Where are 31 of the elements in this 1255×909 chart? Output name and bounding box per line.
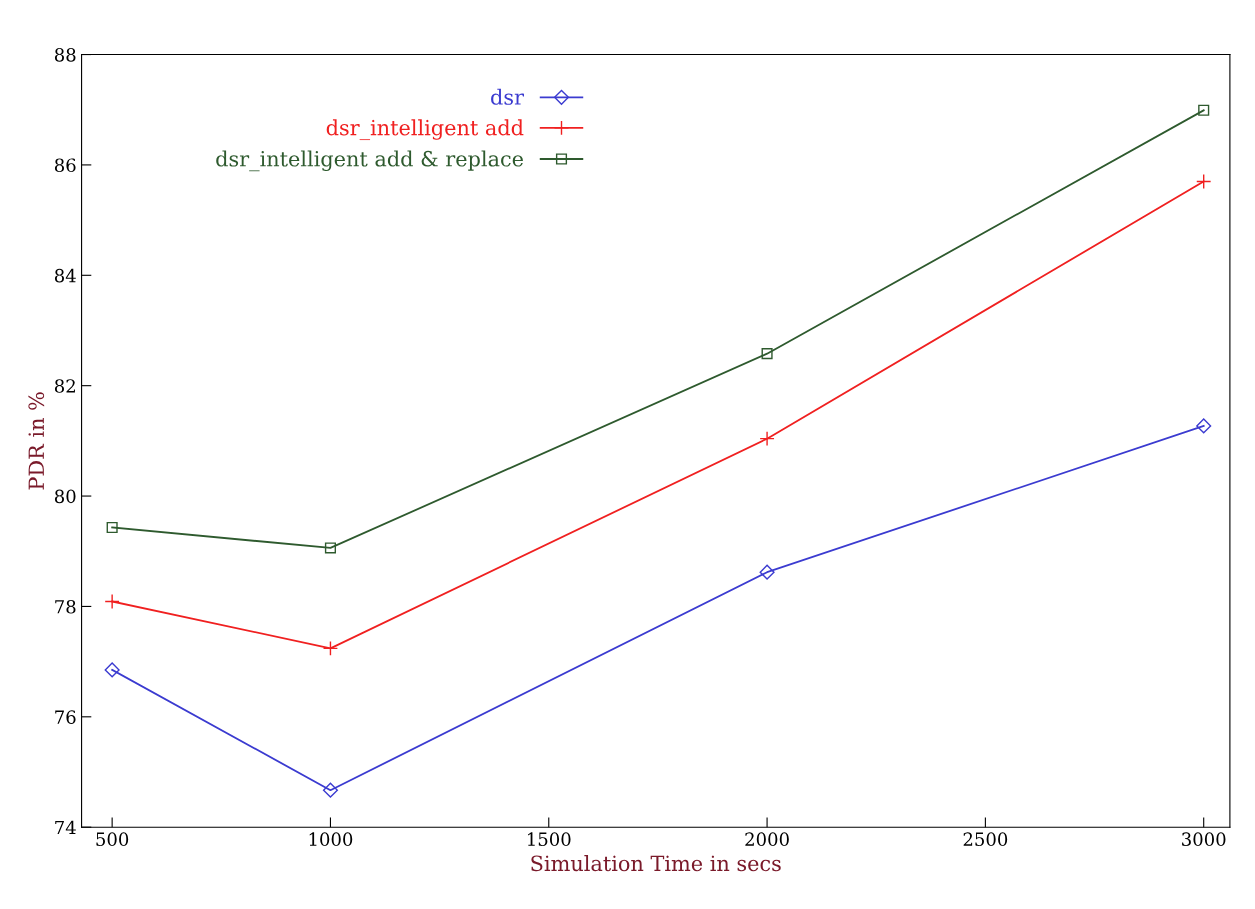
- y-tick-label: 74: [55, 820, 76, 835]
- x-tick-label: 1000: [309, 832, 353, 847]
- point: [106, 521, 118, 534]
- y-axis-title: PDR in %: [28, 392, 45, 490]
- y-tick-label: 78: [55, 599, 76, 614]
- point: [104, 593, 120, 610]
- y-tick-label: 88: [54, 48, 76, 62]
- y-tick-label: 82: [54, 379, 75, 393]
- y-tick-label: 84: [54, 268, 76, 283]
- point: [761, 348, 773, 360]
- x-tick-label: 3000: [1182, 832, 1226, 847]
- point: [1198, 104, 1210, 116]
- x-tick-label: 2000: [745, 832, 789, 847]
- y-tick-label: 86: [54, 158, 76, 173]
- point: [759, 431, 775, 447]
- legend-label: dsr_intelligent add: [326, 119, 524, 141]
- point: [322, 782, 339, 798]
- legend-label: dsr: [491, 88, 524, 105]
- y-tick-label: 80: [54, 489, 76, 504]
- x-tick-label: 2500: [963, 832, 1008, 847]
- point: [1196, 173, 1212, 190]
- point: [324, 542, 337, 554]
- point: [759, 564, 775, 580]
- point: [322, 640, 339, 657]
- x-axis-title: Simulation Time in secs: [531, 855, 781, 872]
- point: [104, 662, 120, 678]
- point: [1196, 418, 1212, 434]
- legend-label: dsr_intelligent add & replace: [216, 150, 523, 172]
- x-tick-label: 1500: [527, 832, 571, 847]
- y-tick-label: 76: [55, 710, 76, 724]
- x-tick-label: 500: [96, 832, 129, 847]
